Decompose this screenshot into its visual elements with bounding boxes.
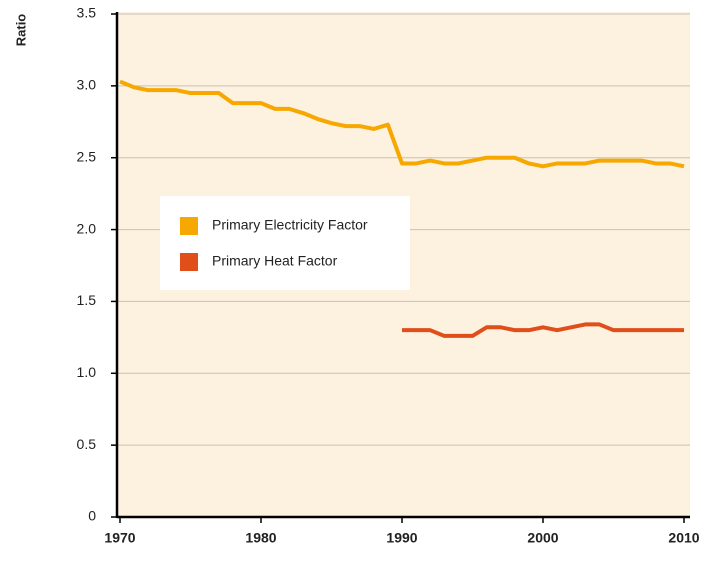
x-tick-label: 1980 <box>245 530 276 546</box>
y-tick-label: 3.5 <box>77 5 97 21</box>
legend-swatch <box>180 217 198 235</box>
y-tick-label: 0.5 <box>77 436 97 452</box>
legend-label: Primary Heat Factor <box>212 253 338 269</box>
y-tick-label: 0 <box>88 508 96 524</box>
x-tick-label: 1970 <box>104 530 135 546</box>
y-tick-label: 2.0 <box>77 220 97 236</box>
y-tick-label: 1.0 <box>77 364 97 380</box>
x-tick-label: 1990 <box>386 530 417 546</box>
legend-box <box>160 196 410 290</box>
legend-swatch <box>180 253 198 271</box>
line-series <box>402 322 684 338</box>
y-tick-label: 2.5 <box>77 148 97 164</box>
legend-label: Primary Electricity Factor <box>212 217 368 233</box>
x-tick-label: 2010 <box>668 530 699 546</box>
x-tick-label: 2000 <box>527 530 558 546</box>
y-tick-label: 3.0 <box>77 77 97 93</box>
y-tick-label: 1.5 <box>77 292 97 308</box>
line-series <box>119 79 685 169</box>
y-axis-title: Ratio <box>13 14 28 47</box>
